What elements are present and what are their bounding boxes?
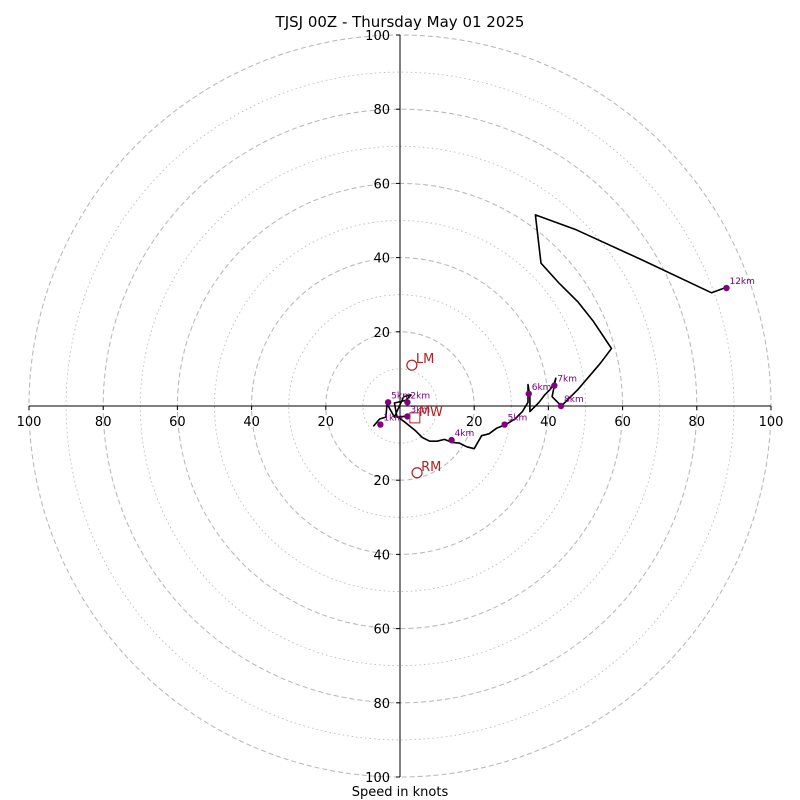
y-tick-label: 40 bbox=[373, 548, 390, 563]
y-tick-label: 100 bbox=[365, 29, 390, 44]
height-marker-label: 12km bbox=[729, 277, 754, 287]
height-marker-label: 2km bbox=[410, 391, 430, 401]
storm-motion-marker bbox=[406, 359, 418, 371]
height-marker-label: 8km bbox=[564, 395, 584, 405]
storm-motion-label: RM bbox=[421, 460, 441, 475]
height-marker-label: 7km bbox=[557, 375, 577, 385]
height-marker-dot bbox=[557, 402, 565, 410]
y-tick-label: 80 bbox=[373, 697, 390, 712]
height-marker-label: 4km bbox=[455, 429, 475, 439]
y-tick-label: 20 bbox=[373, 474, 390, 489]
height-marker-dot bbox=[723, 284, 730, 292]
y-tick-label: 100 bbox=[365, 771, 390, 786]
x-axis-label: Speed in knots bbox=[352, 785, 449, 800]
x-tick-label: 80 bbox=[689, 415, 706, 430]
x-tick-label: 40 bbox=[243, 415, 260, 430]
height-marker-dot bbox=[501, 421, 508, 428]
x-tick-label: 40 bbox=[540, 415, 557, 430]
storm-motion-markers: LM RM MW bbox=[406, 352, 443, 479]
x-tick-label: 20 bbox=[318, 415, 335, 430]
height-marker-dot bbox=[404, 413, 411, 420]
x-tick-label: 100 bbox=[17, 415, 42, 430]
height-marker-dot bbox=[384, 399, 392, 406]
x-tick-label: 80 bbox=[95, 415, 112, 430]
height-marker-label: 3km bbox=[410, 405, 430, 415]
height-marker-dot bbox=[377, 421, 384, 428]
x-tick-label: 100 bbox=[759, 415, 784, 430]
height-marker-dot bbox=[448, 436, 455, 444]
storm-motion-marker bbox=[411, 467, 423, 479]
chart-title: TJSJ 00Z - Thursday May 01 2025 bbox=[275, 13, 525, 31]
storm-motion-label: LM bbox=[416, 352, 434, 367]
height-marker-label: 6km bbox=[532, 383, 552, 393]
height-markers: 1km 2km 3km 4km 5km 5km 6km 7km 8km 12km bbox=[377, 277, 755, 444]
y-tick-label: 20 bbox=[373, 326, 390, 341]
tick-labels: 20 20 20 20 40 40 40 40 60 60 60 60 80 80 80 80 100 100 10… bbox=[17, 29, 784, 786]
hodograph-line bbox=[372, 214, 727, 450]
y-tick-label: 80 bbox=[373, 103, 390, 118]
height-marker-label: 1km bbox=[383, 414, 403, 424]
height-marker-dot bbox=[404, 399, 411, 406]
hodograph-trace bbox=[372, 214, 727, 450]
height-marker-label: 5km bbox=[508, 414, 528, 424]
x-tick-label: 20 bbox=[466, 415, 483, 430]
height-marker-dot bbox=[525, 390, 532, 397]
mean-wind-marker bbox=[409, 412, 421, 424]
height-marker-dot bbox=[551, 382, 558, 389]
x-tick-label: 60 bbox=[169, 415, 186, 430]
y-tick-label: 60 bbox=[373, 177, 390, 192]
y-tick-label: 60 bbox=[373, 623, 390, 638]
y-tick-label: 40 bbox=[373, 252, 390, 267]
x-tick-label: 60 bbox=[614, 415, 631, 430]
height-marker-label: 5km bbox=[391, 391, 411, 401]
storm-motion-label: MW bbox=[419, 405, 443, 420]
